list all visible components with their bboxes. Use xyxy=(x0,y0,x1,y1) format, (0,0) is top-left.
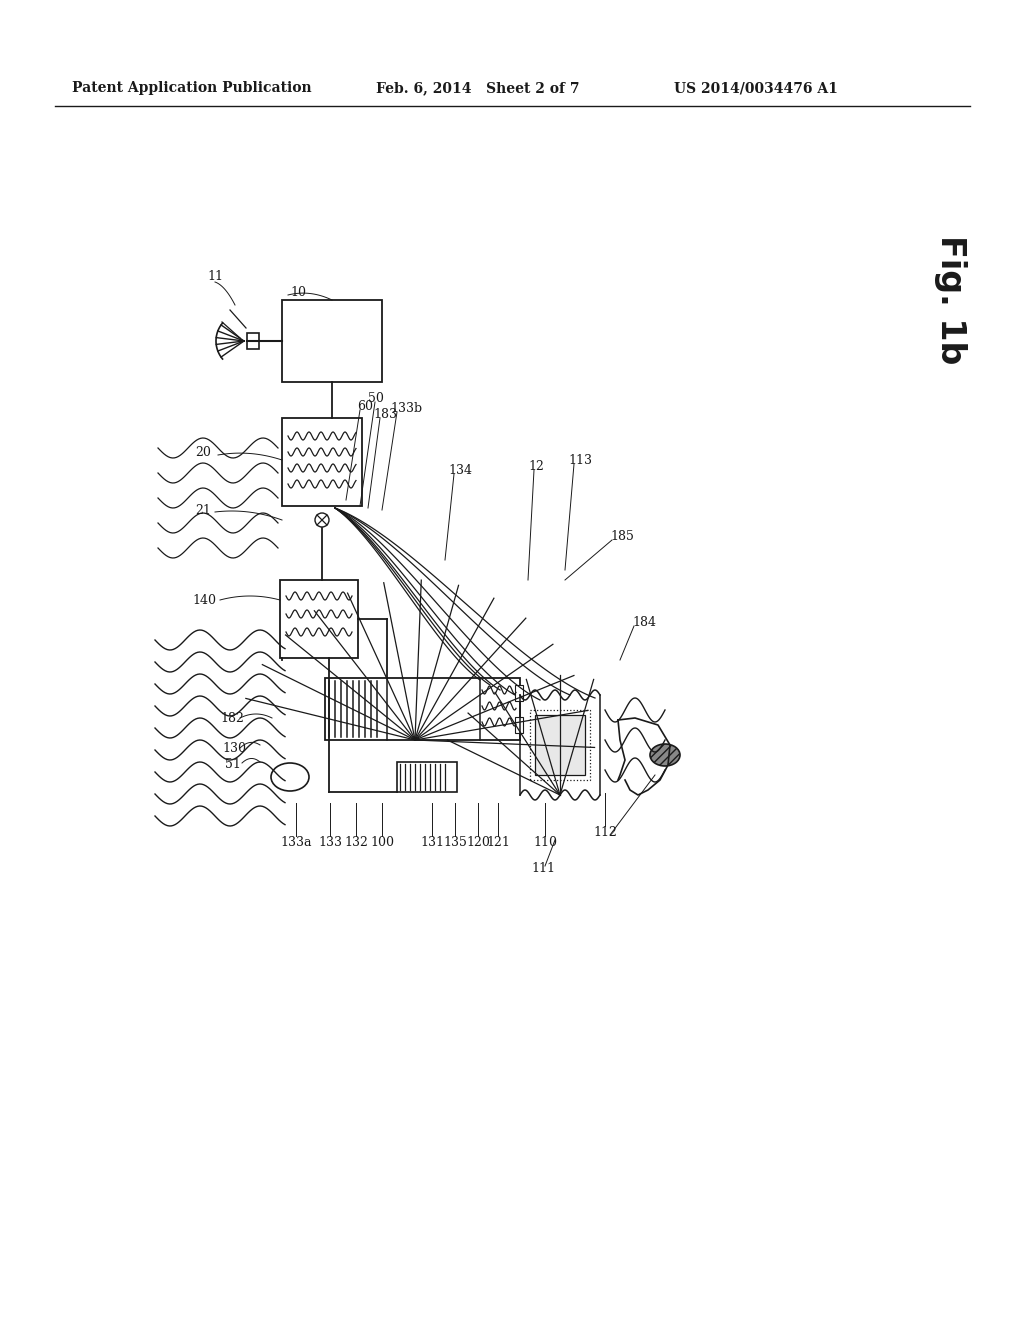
Text: 110: 110 xyxy=(534,837,557,850)
Text: 121: 121 xyxy=(486,837,510,850)
Text: 133: 133 xyxy=(318,837,342,850)
Circle shape xyxy=(315,513,329,527)
Text: 130: 130 xyxy=(222,742,246,755)
Text: 112: 112 xyxy=(593,826,616,840)
Text: 183: 183 xyxy=(373,408,397,421)
Bar xyxy=(530,710,590,780)
Bar xyxy=(397,762,457,792)
Text: 131: 131 xyxy=(420,837,444,850)
Ellipse shape xyxy=(650,744,680,766)
Text: 21: 21 xyxy=(195,503,211,516)
Text: 111: 111 xyxy=(531,862,555,874)
Text: 12: 12 xyxy=(528,459,544,473)
Text: 50: 50 xyxy=(368,392,384,405)
Text: US 2014/0034476 A1: US 2014/0034476 A1 xyxy=(674,81,838,95)
Bar xyxy=(282,418,362,506)
Bar xyxy=(515,717,523,733)
Text: Patent Application Publication: Patent Application Publication xyxy=(72,81,311,95)
Text: 10: 10 xyxy=(290,286,306,300)
Text: 182: 182 xyxy=(220,711,244,725)
Ellipse shape xyxy=(271,763,309,791)
Bar xyxy=(280,579,358,657)
Text: 113: 113 xyxy=(568,454,592,466)
Text: 140: 140 xyxy=(193,594,216,606)
Text: 20: 20 xyxy=(195,446,211,459)
Text: 133b: 133b xyxy=(390,401,422,414)
Bar xyxy=(282,300,382,381)
Text: 185: 185 xyxy=(610,529,634,543)
Bar xyxy=(515,685,523,701)
Text: 135: 135 xyxy=(443,837,467,850)
Text: Feb. 6, 2014   Sheet 2 of 7: Feb. 6, 2014 Sheet 2 of 7 xyxy=(376,81,580,95)
Text: 134: 134 xyxy=(449,465,472,478)
Text: Fig. 1b: Fig. 1b xyxy=(934,235,967,364)
Text: 11: 11 xyxy=(207,271,223,284)
Text: 132: 132 xyxy=(344,837,368,850)
Text: 120: 120 xyxy=(466,837,489,850)
Text: 133a: 133a xyxy=(281,837,311,850)
Bar xyxy=(325,678,520,741)
Text: 60: 60 xyxy=(357,400,373,413)
Bar xyxy=(247,333,259,348)
Text: 100: 100 xyxy=(370,837,394,850)
Bar xyxy=(535,715,585,775)
Text: 51: 51 xyxy=(225,759,241,771)
Text: 184: 184 xyxy=(632,615,656,628)
